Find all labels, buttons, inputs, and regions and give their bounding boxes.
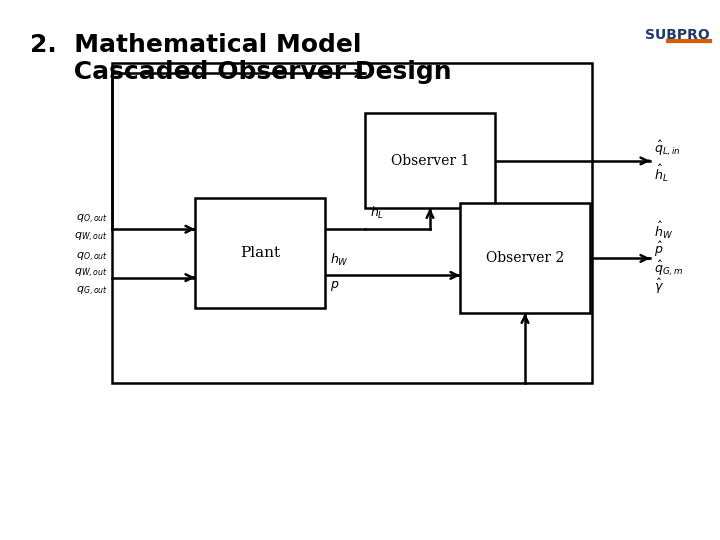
Text: ■ NTNU: ■ NTNU xyxy=(640,511,702,525)
Text: $q_{W,out}$: $q_{W,out}$ xyxy=(74,231,108,244)
Text: $q_{G,out}$: $q_{G,out}$ xyxy=(76,285,108,298)
Text: $\hat{\gamma}$: $\hat{\gamma}$ xyxy=(654,277,664,296)
Text: $\hat{q}_{G,m}$: $\hat{q}_{G,m}$ xyxy=(654,259,683,278)
Text: $h_W$: $h_W$ xyxy=(330,252,349,268)
Text: Observer 2: Observer 2 xyxy=(486,252,564,265)
Text: $h_L$: $h_L$ xyxy=(370,205,384,221)
Bar xyxy=(460,204,590,313)
Text: $q_{O,out}$: $q_{O,out}$ xyxy=(76,213,108,226)
Text: $\hat{h}_L$: $\hat{h}_L$ xyxy=(654,163,668,185)
Text: 2.  Mathematical Model: 2. Mathematical Model xyxy=(30,33,361,57)
Bar xyxy=(365,113,495,208)
Text: SUBPRO: SUBPRO xyxy=(645,29,710,43)
Bar xyxy=(195,198,325,308)
Text: $q_{O,out}$: $q_{O,out}$ xyxy=(76,251,108,264)
Text: Plant: Plant xyxy=(240,246,280,260)
Bar xyxy=(112,63,592,383)
Text: $\hat{h}_W$: $\hat{h}_W$ xyxy=(654,220,673,241)
Text: $q_{W,out}$: $q_{W,out}$ xyxy=(74,267,108,280)
Text: $\hat{p}$: $\hat{p}$ xyxy=(654,240,663,259)
Text: Observer 1: Observer 1 xyxy=(391,154,469,168)
Text: Cascaded Observer Design: Cascaded Observer Design xyxy=(30,60,451,84)
Text: $\hat{q}_{L,in}$: $\hat{q}_{L,in}$ xyxy=(654,138,681,158)
Text: $p$: $p$ xyxy=(330,279,339,293)
Text: 17    Backi, Skogestad – NPCW 2018: 17 Backi, Skogestad – NPCW 2018 xyxy=(18,511,269,525)
